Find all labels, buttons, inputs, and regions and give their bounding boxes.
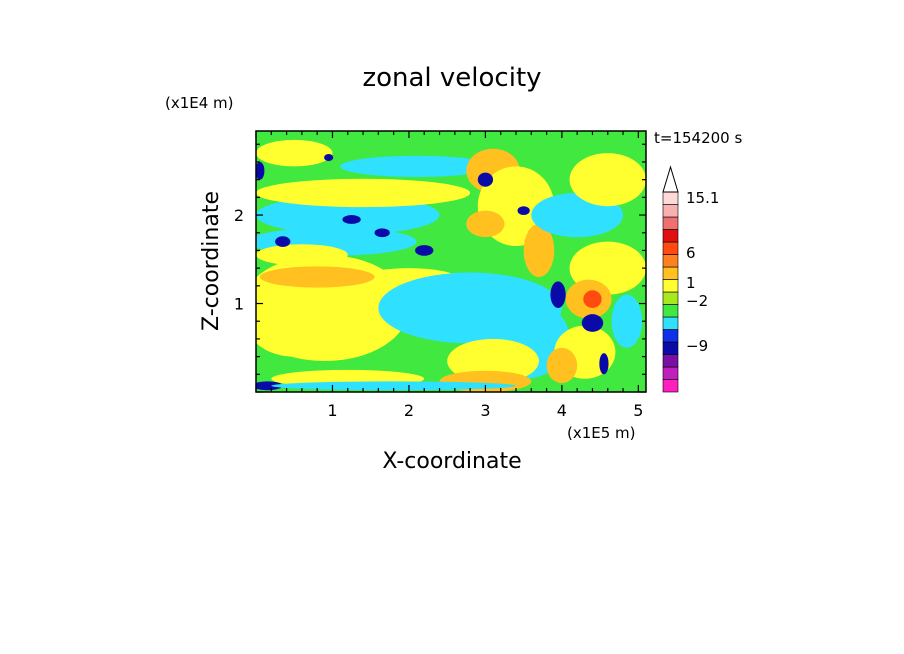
colorbar-swatch-14 bbox=[662, 204, 679, 218]
contour-patch-40 bbox=[324, 154, 334, 162]
contour-patch-20 bbox=[466, 210, 505, 238]
contour-patch-29 bbox=[611, 294, 643, 348]
colorbar-swatch-10 bbox=[662, 254, 679, 268]
contour-patch-33 bbox=[477, 172, 494, 187]
colorbar-swatch-13 bbox=[662, 216, 679, 230]
colorbar-swatch-9 bbox=[662, 266, 679, 280]
colorbar-label-1: 6 bbox=[686, 244, 696, 262]
contour-patch-37 bbox=[415, 245, 434, 256]
colorbar-label-0: 15.1 bbox=[686, 189, 719, 207]
colorbar-swatch-6 bbox=[662, 304, 679, 318]
contour-patch-10 bbox=[256, 381, 283, 391]
contour-patch-38 bbox=[256, 161, 265, 180]
contour-patch-32 bbox=[599, 353, 609, 375]
contour-patch-21 bbox=[523, 223, 555, 277]
colorbar-swatch-12 bbox=[662, 229, 679, 243]
x-tick-label-3: 3 bbox=[480, 401, 490, 420]
x-tick-label-2: 2 bbox=[404, 401, 414, 420]
y-tick-label-2: 2 bbox=[234, 206, 244, 225]
colorbar-overflow-arrow bbox=[662, 165, 679, 193]
x-scale-label: (x1E5 m) bbox=[567, 424, 636, 442]
axes: 1 2 3 4 5 1 2 bbox=[234, 131, 646, 420]
colorbar: 15.1 6 1−2 −9 bbox=[662, 165, 719, 393]
contour-patch-4 bbox=[259, 266, 375, 288]
contour-patch-13 bbox=[256, 178, 471, 208]
contour-patch-23 bbox=[569, 153, 646, 207]
colorbar-label-2: 1 bbox=[686, 274, 696, 292]
colorbar-swatch-15 bbox=[662, 191, 679, 205]
colorbar-swatch-1 bbox=[662, 366, 679, 380]
y-tick-label-1: 1 bbox=[234, 295, 244, 314]
colorbar-label-4: −9 bbox=[686, 337, 708, 355]
contour-patch-16 bbox=[340, 155, 494, 178]
contour-patch-39 bbox=[517, 206, 530, 216]
colorbar-swatch-7 bbox=[662, 291, 679, 305]
contour-patch-15 bbox=[256, 244, 348, 266]
x-tick-label-4: 4 bbox=[557, 401, 567, 420]
colorbar-swatch-2 bbox=[662, 354, 679, 368]
contour-patch-30 bbox=[550, 281, 566, 308]
contour-patch-34 bbox=[275, 236, 291, 247]
colorbar-swatch-8 bbox=[662, 279, 679, 293]
colorbar-swatch-0 bbox=[662, 379, 679, 393]
colorbar-label-3: −2 bbox=[686, 292, 708, 310]
x-axis-label: X-coordinate bbox=[382, 449, 521, 474]
chart-title: zonal velocity bbox=[362, 63, 541, 93]
time-label: t=154200 s bbox=[654, 129, 742, 147]
contour-patch-31 bbox=[581, 314, 604, 332]
contour-patch-26 bbox=[583, 290, 602, 308]
y-scale-label: (x1E4 m) bbox=[165, 94, 234, 112]
contour-patch-28 bbox=[546, 347, 578, 384]
y-axis-label: Z-coordinate bbox=[199, 191, 224, 331]
x-tick-label-5: 5 bbox=[633, 401, 643, 420]
plot-frame bbox=[255, 130, 647, 393]
contour-patch-35 bbox=[342, 215, 361, 224]
contour-patch-36 bbox=[374, 228, 390, 238]
colorbar-swatch-5 bbox=[662, 316, 679, 330]
contour-patch-17 bbox=[256, 139, 333, 167]
colorbar-swatch-11 bbox=[662, 241, 679, 255]
contour-patch-2 bbox=[256, 294, 341, 357]
colorbar-swatch-3 bbox=[662, 341, 679, 355]
x-tick-label-1: 1 bbox=[327, 401, 337, 420]
colorbar-swatch-4 bbox=[662, 329, 679, 343]
